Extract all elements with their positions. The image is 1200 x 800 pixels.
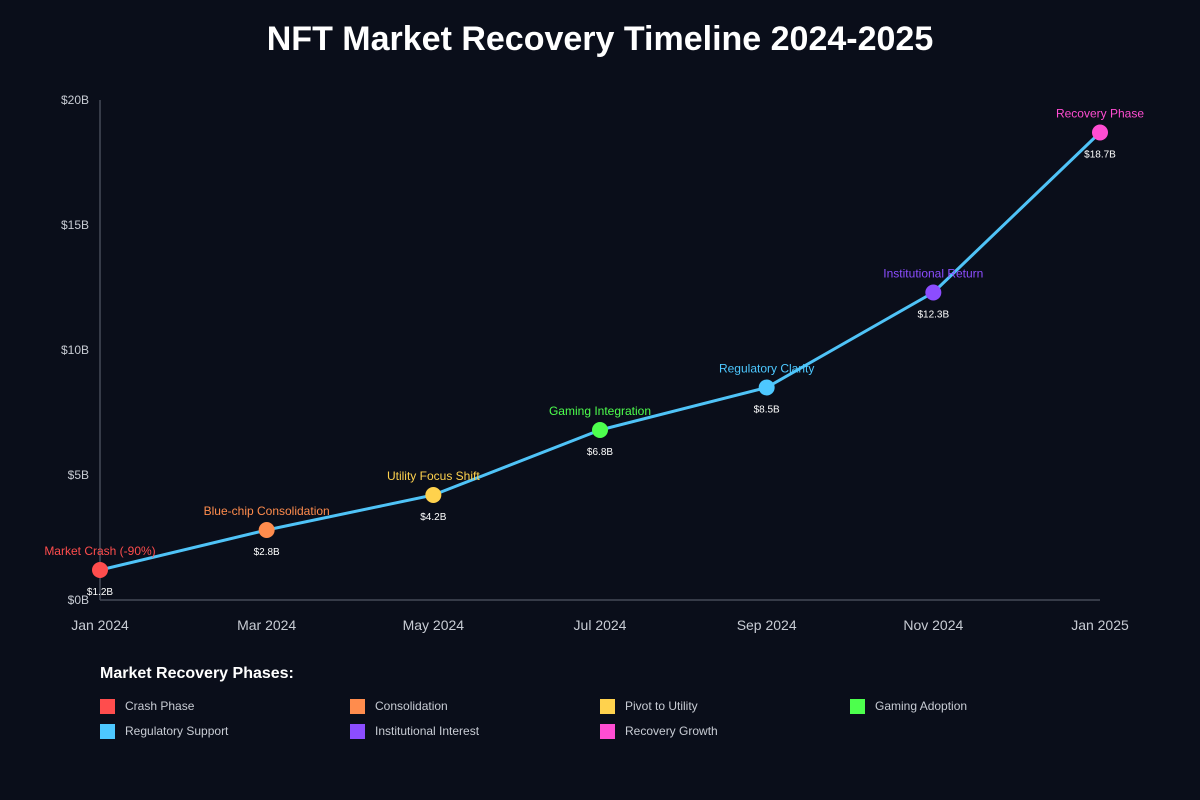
x-tick-label: May 2024 [403,617,465,633]
x-tick-label: Jul 2024 [574,617,627,633]
chart-title: NFT Market Recovery Timeline 2024-2025 [267,20,934,58]
point-label: Gaming Integration [549,404,651,418]
legend-item: Gaming Adoption [850,699,1100,714]
legend-label: Gaming Adoption [875,699,968,713]
legend-item: Crash Phase [100,699,350,714]
legend: Market Recovery Phases: Crash Phase Conso… [100,664,1100,739]
value-label: $4.2B [420,512,446,523]
y-tick-label: $10B [61,343,89,357]
x-tick-label: Sep 2024 [737,617,797,633]
value-label: $2.8B [254,547,280,558]
legend-item: Institutional Interest [350,724,600,739]
legend-label: Recovery Growth [625,724,718,738]
legend-title: Market Recovery Phases: [100,665,294,682]
point-label: Market Crash (-90%) [44,544,155,558]
y-tick-label: $0B [68,593,89,607]
x-tick-label: Jan 2024 [71,617,129,633]
legend-label: Institutional Interest [375,724,480,738]
data-point [592,422,608,438]
data-point [925,284,942,301]
legend-swatch [850,699,865,714]
point-label: Blue-chip Consolidation [204,504,330,518]
legend-label: Consolidation [375,699,448,713]
legend-swatch [100,699,115,714]
legend-swatch [600,699,615,714]
data-point [1092,124,1108,141]
data-point [758,379,775,396]
legend-item: Regulatory Support [100,724,350,739]
legend-swatch [100,724,115,739]
y-axis: $0B $5B $10B $15B $20B [61,93,101,607]
x-tick-label: Jan 2025 [1071,617,1129,633]
legend-swatch [350,699,365,714]
point-label: Institutional Return [883,267,983,281]
y-tick-label: $20B [61,93,89,107]
line-chart: NFT Market Recovery Timeline 2024-2025 $… [44,20,1144,633]
value-label: $12.3B [917,310,949,321]
legend-item: Pivot to Utility [600,699,850,714]
legend-label: Pivot to Utility [625,699,698,713]
y-tick-label: $5B [68,468,89,482]
data-point [425,487,442,503]
legend-item: Consolidation [350,699,600,714]
x-axis: Jan 2024 Mar 2024 May 2024 Jul 2024 Sep 2024… [71,599,1129,633]
data-point [92,562,108,578]
point-label: Utility Focus Shift [387,469,480,483]
legend-swatch [350,724,365,739]
value-label: $6.8B [587,447,613,458]
x-tick-label: Mar 2024 [237,617,296,633]
legend-item: Recovery Growth [600,724,850,739]
legend-label: Crash Phase [125,699,195,713]
y-tick-label: $15B [61,218,89,232]
legend-swatch [600,724,615,739]
point-label: Regulatory Clarity [719,362,814,376]
point-label: Recovery Phase [1056,107,1144,121]
data-points: Market Crash (-90%) $1.2B Blue-chip Consol… [44,107,1144,599]
value-label: $18.7B [1084,150,1116,161]
value-label: $1.2B [87,587,113,598]
x-tick-label: Nov 2024 [903,617,963,633]
legend-items: Crash Phase Consolidation Pivot to Utility… [100,699,1100,739]
legend-label: Regulatory Support [125,724,229,738]
value-label: $8.5B [754,405,780,416]
data-point [258,522,275,538]
